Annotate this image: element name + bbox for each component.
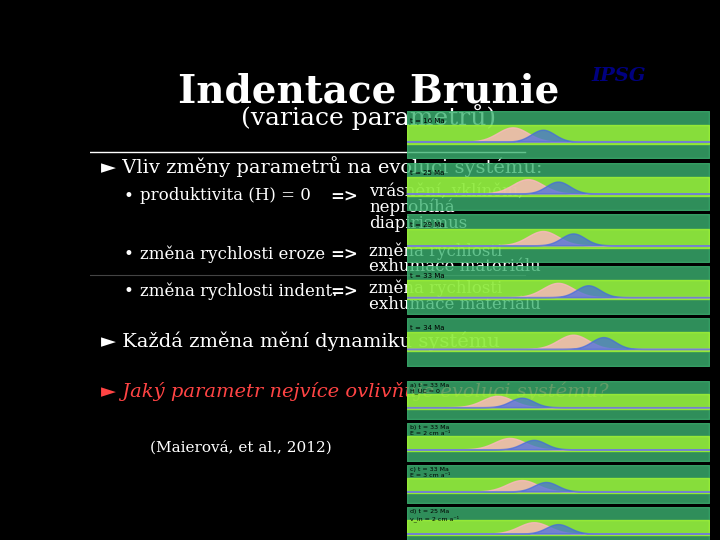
Text: exhumace materiálu: exhumace materiálu [369, 296, 541, 313]
Text: diapirismus: diapirismus [369, 215, 467, 232]
Text: c) t = 33 Ma
E = 3 cm a⁻¹: c) t = 33 Ma E = 3 cm a⁻¹ [410, 467, 450, 478]
Text: vrásnění, vklínění,: vrásnění, vklínění, [369, 183, 523, 200]
Text: ► Každá změna mění dynamiku systému: ► Každá změna mění dynamiku systému [101, 332, 500, 351]
Text: (variace parametrů): (variace parametrů) [241, 104, 497, 130]
Text: •: • [124, 282, 133, 300]
Text: =>: => [330, 283, 358, 300]
Text: IPSG: IPSG [592, 66, 647, 85]
Text: ► Jaký parametr nejvíce ovlivňuje evoluci systému?: ► Jaký parametr nejvíce ovlivňuje evoluc… [101, 381, 609, 401]
Text: t = 16 Ma: t = 16 Ma [410, 118, 444, 124]
Text: t = 33 Ma: t = 33 Ma [410, 273, 444, 279]
Text: b) t = 33 Ma
E = 2 cm a⁻¹: b) t = 33 Ma E = 2 cm a⁻¹ [410, 424, 450, 435]
Text: exhumace materiálu: exhumace materiálu [369, 258, 541, 275]
Text: změna rychlosti indent.: změna rychlosti indent. [140, 282, 338, 300]
Text: •: • [124, 245, 133, 263]
Text: změna rychlosti: změna rychlosti [369, 280, 503, 297]
Text: ► Vliv změny parametrů na evoluci systému:: ► Vliv změny parametrů na evoluci systém… [101, 156, 543, 177]
Text: t = 25 Ma: t = 25 Ma [410, 170, 444, 176]
Text: =>: => [330, 246, 358, 262]
Text: a) t = 33 Ma
H_UC = 0: a) t = 33 Ma H_UC = 0 [410, 383, 449, 394]
Text: neprobíhá: neprobíhá [369, 199, 454, 216]
Text: t = 29 Ma: t = 29 Ma [410, 221, 444, 227]
Text: produktivita (H) = 0: produktivita (H) = 0 [140, 187, 311, 204]
Text: t = 34 Ma: t = 34 Ma [410, 325, 444, 331]
Text: d) t = 25 Ma
v_in = 2 cm a⁻¹: d) t = 25 Ma v_in = 2 cm a⁻¹ [410, 509, 459, 522]
Text: Indentace Brunie: Indentace Brunie [179, 73, 559, 111]
Text: •: • [124, 187, 133, 205]
Text: změna rychlosti: změna rychlosti [369, 242, 503, 260]
Text: změna rychlosti eroze: změna rychlosti eroze [140, 245, 325, 263]
Text: =>: => [330, 187, 358, 204]
Text: (Maierová, et al., 2012): (Maierová, et al., 2012) [150, 440, 331, 455]
